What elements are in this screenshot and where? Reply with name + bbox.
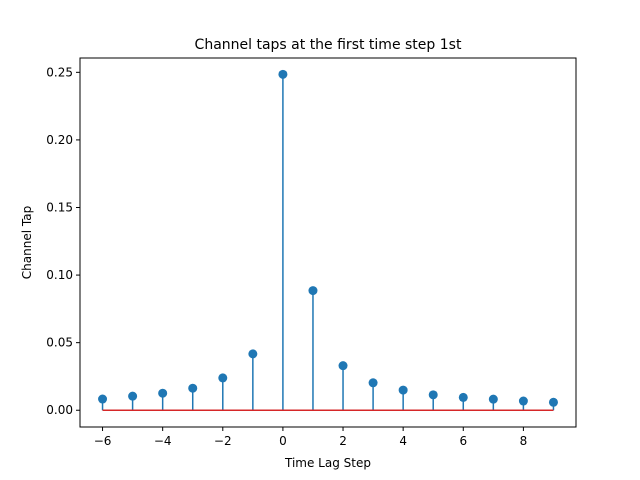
stem-marker: [158, 388, 168, 398]
stem-marker: [518, 396, 528, 406]
x-tick-label: 4: [399, 434, 407, 448]
x-tick-label: −4: [154, 434, 172, 448]
stem-marker: [398, 385, 408, 395]
x-tick-label: 8: [520, 434, 528, 448]
y-tick-label: 0.00: [46, 403, 73, 417]
x-tick-label: −6: [94, 434, 112, 448]
y-tick-label: 0.05: [46, 336, 73, 350]
x-axis-ticks: −6 −4 −2 0 2 4 6 8: [94, 427, 528, 448]
plot-frame: [79, 57, 577, 428]
y-tick-label: 0.20: [46, 133, 73, 147]
chart-title: Channel taps at the first time step 1st: [195, 37, 462, 53]
stem-marker: [458, 392, 468, 402]
stem-marker: [488, 394, 498, 404]
y-axis-label: Channel Tap: [20, 206, 34, 279]
stem-marker: [188, 383, 198, 393]
x-tick-label: 0: [279, 434, 287, 448]
y-axis-ticks: 0.00 0.05 0.10 0.15 0.20 0.25: [46, 65, 80, 417]
x-axis-label: Time Lag Step: [284, 456, 371, 470]
y-tick-label: 0.15: [46, 200, 73, 214]
stem-marker: [548, 397, 558, 407]
stem-marker: [248, 349, 258, 359]
y-tick-label: 0.25: [46, 65, 73, 79]
stem-marker: [98, 394, 108, 404]
x-tick-label: −2: [214, 434, 232, 448]
stem-marker: [128, 391, 138, 401]
y-tick-label: 0.10: [46, 268, 73, 282]
stem-marker: [218, 373, 228, 383]
x-tick-label: 6: [459, 434, 467, 448]
x-tick-label: 2: [339, 434, 347, 448]
markers: [98, 69, 558, 407]
stem-marker: [308, 286, 318, 296]
stem-marker: [278, 69, 288, 79]
stem-marker: [428, 390, 438, 400]
stem-marker: [338, 361, 348, 371]
stem-marker: [368, 378, 378, 388]
plot-area: [98, 69, 558, 411]
